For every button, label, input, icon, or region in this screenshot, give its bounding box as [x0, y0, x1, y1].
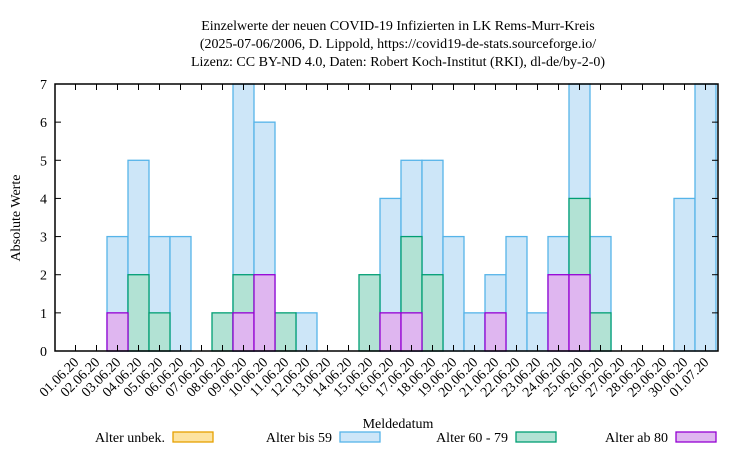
- bar-alter-bis-59-06.06.20: [169, 235, 192, 352]
- bar-alter-60-79-04.06.20: [127, 274, 150, 352]
- legend-label: Alter 60 - 79: [436, 431, 508, 446]
- y-tick-label: 7: [40, 78, 47, 93]
- bar-alter-bis-59-19.06.20: [442, 235, 465, 352]
- legend: Alter unbek. Alter bis 59 Alter 60 - 79 Alt…: [95, 431, 717, 446]
- y-tick-label: 1: [40, 307, 47, 322]
- legend-swatch: [172, 431, 214, 443]
- title-line-3: Lizenz: CC BY-ND 4.0, Daten: Robert Koch…: [191, 55, 605, 70]
- bar-alter-ab-80-24.06.20: [547, 274, 570, 352]
- title-line-2: (2025-07-06/2006, D. Lippold, https://co…: [200, 37, 596, 52]
- legend-swatch: [339, 431, 381, 443]
- legend-swatch: [675, 431, 717, 443]
- bar-alter-bis-59-30.06.20: [673, 197, 696, 352]
- legend-label: Alter bis 59: [266, 431, 332, 446]
- bar-alter-ab-80-25.06.20: [568, 274, 591, 352]
- plot-frame: [54, 83, 719, 352]
- title-line-1: Einzelwerte der neuen COVID-19 Infiziert…: [201, 19, 595, 34]
- y-tick-label: 5: [40, 154, 47, 169]
- y-tick-label: 6: [40, 116, 47, 131]
- legend-label: Alter ab 80: [605, 431, 668, 446]
- y-axis-label: Absolute Werte: [9, 175, 24, 262]
- y-tick-label: 0: [40, 345, 47, 360]
- bar-alter-60-79-18.06.20: [421, 274, 444, 352]
- bar-alter-60-79-15.06.20: [358, 274, 381, 352]
- bar-alter-bis-59-01.07.20: [694, 83, 717, 352]
- bar-alter-bis-59-22.06.20: [505, 235, 528, 352]
- chart-title: Einzelwerte der neuen COVID-19 Infiziert…: [191, 19, 605, 70]
- bar-alter-ab-80-10.06.20: [253, 274, 276, 352]
- y-tick-label: 3: [40, 231, 47, 246]
- y-tick-label: 4: [40, 192, 47, 207]
- x-axis-label: Meldedatum: [363, 417, 434, 432]
- legend-swatch: [515, 431, 557, 443]
- y-tick-label: 2: [40, 269, 47, 284]
- legend-label: Alter unbek.: [95, 431, 165, 446]
